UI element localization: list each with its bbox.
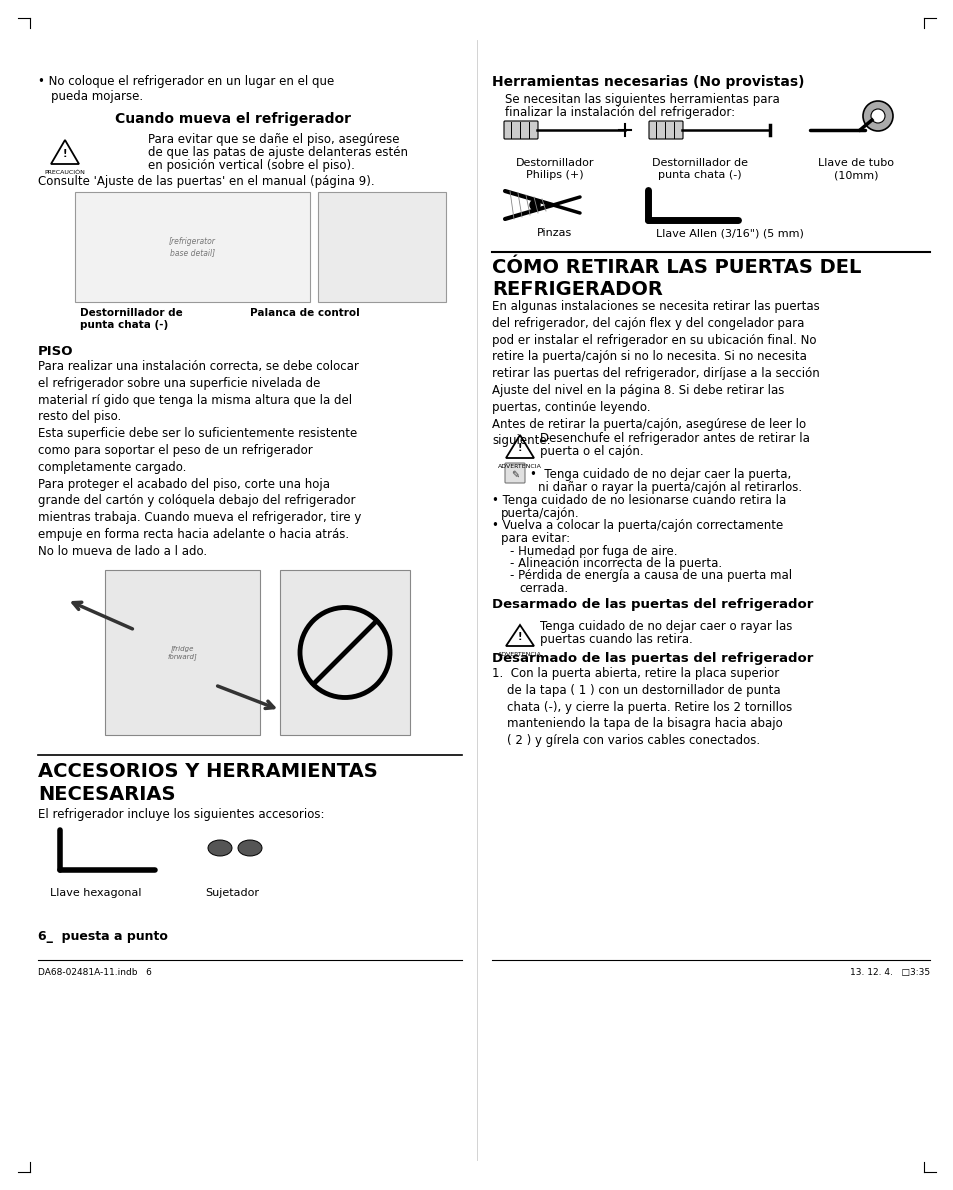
FancyBboxPatch shape bbox=[317, 192, 446, 302]
Text: Llave hexagonal: Llave hexagonal bbox=[50, 888, 141, 898]
Text: 1.  Con la puerta abierta, retire la placa superior
    de la tapa ( 1 ) con un : 1. Con la puerta abierta, retire la plac… bbox=[492, 668, 791, 747]
Text: Tenga cuidado de no dejar caer o rayar las: Tenga cuidado de no dejar caer o rayar l… bbox=[539, 620, 792, 633]
Text: 13. 12. 4.   □3:35: 13. 12. 4. □3:35 bbox=[849, 967, 929, 977]
Text: Se necesitan las siguientes herramientas para: Se necesitan las siguientes herramientas… bbox=[504, 93, 779, 106]
Text: cerrada.: cerrada. bbox=[518, 582, 568, 595]
Text: CÓMO RETIRAR LAS PUERTAS DEL
REFRIGERADOR: CÓMO RETIRAR LAS PUERTAS DEL REFRIGERADO… bbox=[492, 258, 861, 299]
Text: !: ! bbox=[63, 149, 67, 159]
Text: DA68-02481A-11.indb   6: DA68-02481A-11.indb 6 bbox=[38, 967, 152, 977]
Text: ACCESORIOS Y HERRAMIENTAS
NECESARIAS: ACCESORIOS Y HERRAMIENTAS NECESARIAS bbox=[38, 762, 377, 803]
Text: Destornillador de: Destornillador de bbox=[80, 308, 183, 318]
Text: ADVERTENCIA: ADVERTENCIA bbox=[497, 652, 541, 657]
FancyBboxPatch shape bbox=[105, 570, 260, 735]
Text: El refrigerador incluye los siguientes accesorios:: El refrigerador incluye los siguientes a… bbox=[38, 808, 324, 821]
Text: puertas cuando las retira.: puertas cuando las retira. bbox=[539, 633, 692, 646]
Text: puerta/cajón.: puerta/cajón. bbox=[500, 507, 579, 520]
Ellipse shape bbox=[237, 840, 262, 856]
Text: • Tenga cuidado de no lesionarse cuando retira la: • Tenga cuidado de no lesionarse cuando … bbox=[492, 494, 785, 507]
Text: de que las patas de ajuste delanteras estén: de que las patas de ajuste delanteras es… bbox=[148, 146, 408, 159]
Text: - Humedad por fuga de aire.: - Humedad por fuga de aire. bbox=[510, 545, 677, 558]
Text: PISO: PISO bbox=[38, 345, 73, 358]
Circle shape bbox=[870, 109, 884, 123]
Text: • No coloque el refrigerador en un lugar en el que: • No coloque el refrigerador en un lugar… bbox=[38, 75, 334, 88]
FancyBboxPatch shape bbox=[75, 192, 310, 302]
FancyBboxPatch shape bbox=[280, 570, 410, 735]
Text: [fridge
forward]: [fridge forward] bbox=[167, 645, 196, 659]
FancyBboxPatch shape bbox=[648, 121, 682, 139]
Text: Desarmado de las puertas del refrigerador: Desarmado de las puertas del refrigerado… bbox=[492, 652, 813, 665]
FancyBboxPatch shape bbox=[504, 463, 524, 483]
Text: en posición vertical (sobre el piso).: en posición vertical (sobre el piso). bbox=[148, 159, 355, 173]
Text: • Vuelva a colocar la puerta/cajón correctamente: • Vuelva a colocar la puerta/cajón corre… bbox=[492, 519, 782, 532]
Text: punta chata (-): punta chata (-) bbox=[80, 320, 168, 330]
Text: ADVERTENCIA: ADVERTENCIA bbox=[497, 464, 541, 469]
Text: Palanca de control: Palanca de control bbox=[250, 308, 359, 318]
Text: Destornillador
Philips (+): Destornillador Philips (+) bbox=[516, 158, 594, 181]
Text: Desarmado de las puertas del refrigerador: Desarmado de las puertas del refrigerado… bbox=[492, 599, 813, 610]
Circle shape bbox=[530, 200, 539, 209]
Text: PRECAUCIÓN: PRECAUCIÓN bbox=[45, 170, 86, 175]
Text: 6_  puesta a punto: 6_ puesta a punto bbox=[38, 931, 168, 942]
Text: Pinzas: Pinzas bbox=[537, 228, 572, 238]
Text: puerta o el cajón.: puerta o el cajón. bbox=[539, 445, 643, 458]
Text: !: ! bbox=[517, 443, 521, 453]
Text: - Alineación incorrecta de la puerta.: - Alineación incorrecta de la puerta. bbox=[510, 557, 721, 570]
Text: [refrigerator
base detail]: [refrigerator base detail] bbox=[169, 237, 215, 257]
FancyBboxPatch shape bbox=[503, 121, 537, 139]
Ellipse shape bbox=[208, 840, 232, 856]
Text: Desenchufe el refrigerador antes de retirar la: Desenchufe el refrigerador antes de reti… bbox=[539, 432, 809, 445]
Circle shape bbox=[862, 101, 892, 131]
Text: •  Tenga cuidado de no dejar caer la puerta,: • Tenga cuidado de no dejar caer la puer… bbox=[530, 468, 790, 481]
Text: Para evitar que se dañe el piso, asegúrese: Para evitar que se dañe el piso, asegúre… bbox=[148, 133, 399, 146]
Text: ✎: ✎ bbox=[511, 470, 518, 480]
Text: Para realizar una instalación correcta, se debe colocar
el refrigerador sobre un: Para realizar una instalación correcta, … bbox=[38, 361, 361, 558]
Text: Sujetador: Sujetador bbox=[205, 888, 258, 898]
Text: Llave Allen (3/16") (5 mm): Llave Allen (3/16") (5 mm) bbox=[656, 228, 803, 238]
Text: Llave de tubo
(10mm): Llave de tubo (10mm) bbox=[817, 158, 893, 181]
Text: para evitar:: para evitar: bbox=[500, 532, 570, 545]
Text: !: ! bbox=[517, 632, 521, 641]
Text: En algunas instalaciones se necesita retirar las puertas
del refrigerador, del c: En algunas instalaciones se necesita ret… bbox=[492, 300, 819, 447]
Text: Herramientas necesarias (No provistas): Herramientas necesarias (No provistas) bbox=[492, 75, 803, 89]
Text: Destornillador de
punta chata (-): Destornillador de punta chata (-) bbox=[651, 158, 747, 181]
Text: - Pérdida de energía a causa de una puerta mal: - Pérdida de energía a causa de una puer… bbox=[510, 569, 791, 582]
Text: ni dañar o rayar la puerta/cajón al retirarlos.: ni dañar o rayar la puerta/cajón al reti… bbox=[537, 481, 801, 494]
Text: Cuando mueva el refrigerador: Cuando mueva el refrigerador bbox=[115, 112, 351, 126]
Text: Consulte 'Ajuste de las puertas' en el manual (página 9).: Consulte 'Ajuste de las puertas' en el m… bbox=[38, 175, 375, 188]
Text: pueda mojarse.: pueda mojarse. bbox=[51, 90, 143, 104]
Text: finalizar la instalación del refrigerador:: finalizar la instalación del refrigerado… bbox=[504, 106, 735, 119]
